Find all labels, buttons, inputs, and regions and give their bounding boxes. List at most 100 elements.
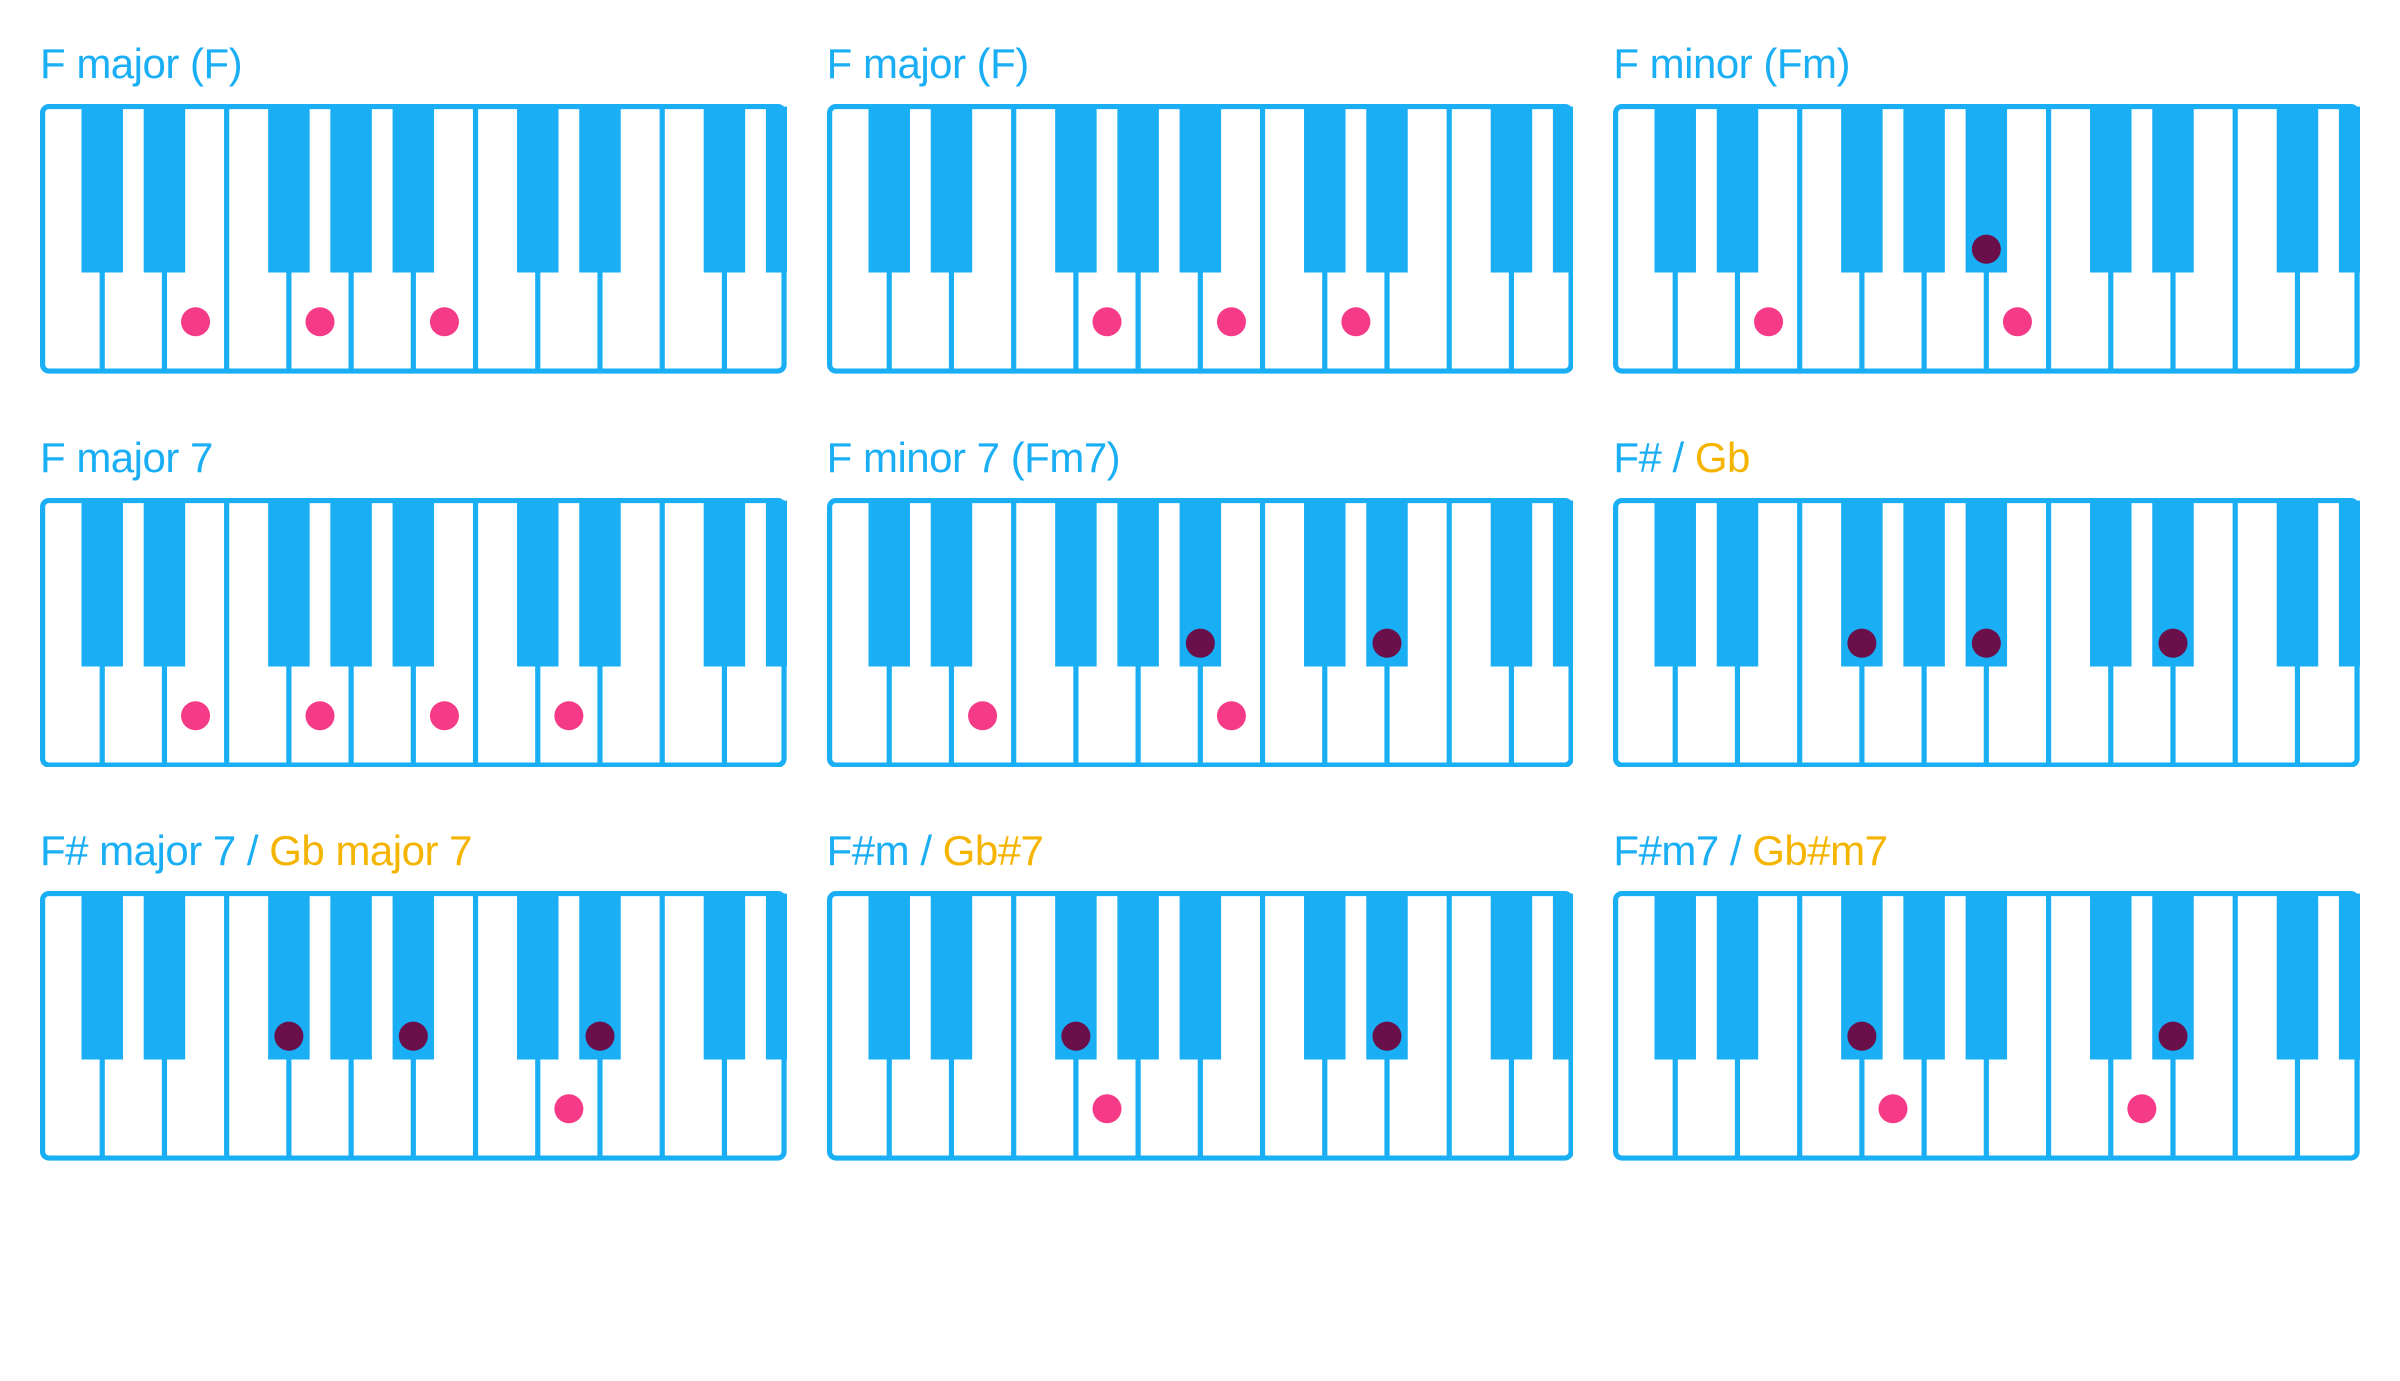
- note-dot-white: [1879, 1095, 1908, 1124]
- chord-title-primary: /: [247, 827, 269, 874]
- chord-card-f-sharp-m7: F#m7 / Gb#m7: [1613, 827, 2360, 1161]
- note-dot-black: [1972, 628, 2001, 657]
- keyboard-svg: [1613, 498, 2360, 768]
- black-key: [1304, 500, 1345, 666]
- note-dot-white: [181, 701, 210, 730]
- keyboard-svg: [827, 104, 1574, 374]
- black-key: [930, 107, 971, 273]
- black-key: [2090, 500, 2131, 666]
- black-key: [81, 107, 122, 273]
- keyboard: [1613, 498, 2360, 768]
- black-key: [1553, 107, 1574, 273]
- chord-title-primary: /: [920, 827, 942, 874]
- note-dot-white: [430, 307, 459, 336]
- chord-card-f-major-2: F major (F): [827, 40, 1574, 374]
- black-key: [2277, 500, 2318, 666]
- note-dot-white: [181, 307, 210, 336]
- keyboard-svg: [40, 891, 787, 1161]
- black-key: [1717, 500, 1758, 666]
- black-key: [2277, 107, 2318, 273]
- note-dot-black: [274, 1022, 303, 1051]
- black-key: [1904, 894, 1945, 1060]
- black-key: [868, 894, 909, 1060]
- black-key: [330, 894, 371, 1060]
- keyboard: [40, 498, 787, 768]
- chord-title-primary: /: [1673, 434, 1695, 481]
- black-key: [144, 107, 185, 273]
- note-dot-white: [1754, 307, 1783, 336]
- keyboard: [827, 498, 1574, 768]
- black-key: [2339, 107, 2360, 273]
- chord-title: F major (F): [40, 40, 787, 88]
- black-key: [1966, 894, 2007, 1060]
- black-key: [81, 894, 122, 1060]
- black-key: [1904, 107, 1945, 273]
- black-key: [579, 500, 620, 666]
- black-key: [1655, 894, 1696, 1060]
- chord-title-primary: F minor (Fm): [1613, 40, 1850, 87]
- chord-title-primary: F minor 7 (Fm7): [827, 434, 1121, 481]
- keyboard-svg: [40, 498, 787, 768]
- chord-card-f-minor-7: F minor 7 (Fm7): [827, 434, 1574, 768]
- black-key: [1490, 107, 1531, 273]
- black-key: [393, 107, 434, 273]
- black-key: [1117, 894, 1158, 1060]
- chord-grid: F major (F) F major (F) F minor (Fm) F majo…: [40, 40, 2360, 1161]
- black-key: [2153, 107, 2194, 273]
- keyboard-svg: [40, 104, 787, 374]
- black-key: [1553, 894, 1574, 1060]
- chord-card-f-major-7: F major 7: [40, 434, 787, 768]
- keyboard: [827, 104, 1574, 374]
- note-dot-white: [1092, 307, 1121, 336]
- note-dot-black: [2159, 1022, 2188, 1051]
- chord-title-alt: Gb#7: [943, 827, 1044, 874]
- black-key: [1055, 500, 1096, 666]
- chord-card-f-sharp-major-7: F# major 7 / Gb major 7: [40, 827, 787, 1161]
- chord-title-primary: /: [1730, 827, 1752, 874]
- black-key: [868, 107, 909, 273]
- black-key: [268, 500, 309, 666]
- black-key: [2090, 894, 2131, 1060]
- note-dot-white: [554, 701, 583, 730]
- black-key: [868, 500, 909, 666]
- black-key: [1366, 107, 1407, 273]
- chord-title: F major (F): [827, 40, 1574, 88]
- note-dot-black: [399, 1022, 428, 1051]
- note-dot-black: [585, 1022, 614, 1051]
- chord-title-alt: Gb#m7: [1752, 827, 1887, 874]
- chord-title: F major 7: [40, 434, 787, 482]
- black-key: [1179, 894, 1220, 1060]
- chord-title: F minor 7 (Fm7): [827, 434, 1574, 482]
- keyboard-svg: [1613, 104, 2360, 374]
- note-dot-white: [1217, 307, 1246, 336]
- chord-title-primary: F major (F): [827, 40, 1029, 87]
- keyboard: [40, 104, 787, 374]
- black-key: [1490, 894, 1531, 1060]
- note-dot-white: [305, 307, 334, 336]
- chord-title: F minor (Fm): [1613, 40, 2360, 88]
- chord-title-primary: F major 7: [40, 434, 213, 481]
- black-key: [330, 107, 371, 273]
- black-key: [766, 500, 787, 666]
- chord-card-f-sharp: F# / Gb: [1613, 434, 2360, 768]
- black-key: [1717, 107, 1758, 273]
- keyboard: [40, 891, 787, 1161]
- keyboard: [1613, 891, 2360, 1161]
- keyboard-svg: [827, 891, 1574, 1161]
- black-key: [1553, 500, 1574, 666]
- black-key: [930, 500, 971, 666]
- black-key: [1490, 500, 1531, 666]
- black-key: [2339, 500, 2360, 666]
- black-key: [517, 894, 558, 1060]
- black-key: [766, 107, 787, 273]
- black-key: [2090, 107, 2131, 273]
- black-key: [1655, 107, 1696, 273]
- note-dot-black: [1372, 1022, 1401, 1051]
- chord-title-primary: F#m: [827, 827, 921, 874]
- black-key: [1117, 500, 1158, 666]
- black-key: [144, 500, 185, 666]
- black-key: [2339, 894, 2360, 1060]
- note-dot-black: [1372, 628, 1401, 657]
- chord-title-primary: F#: [1613, 434, 1672, 481]
- black-key: [704, 894, 745, 1060]
